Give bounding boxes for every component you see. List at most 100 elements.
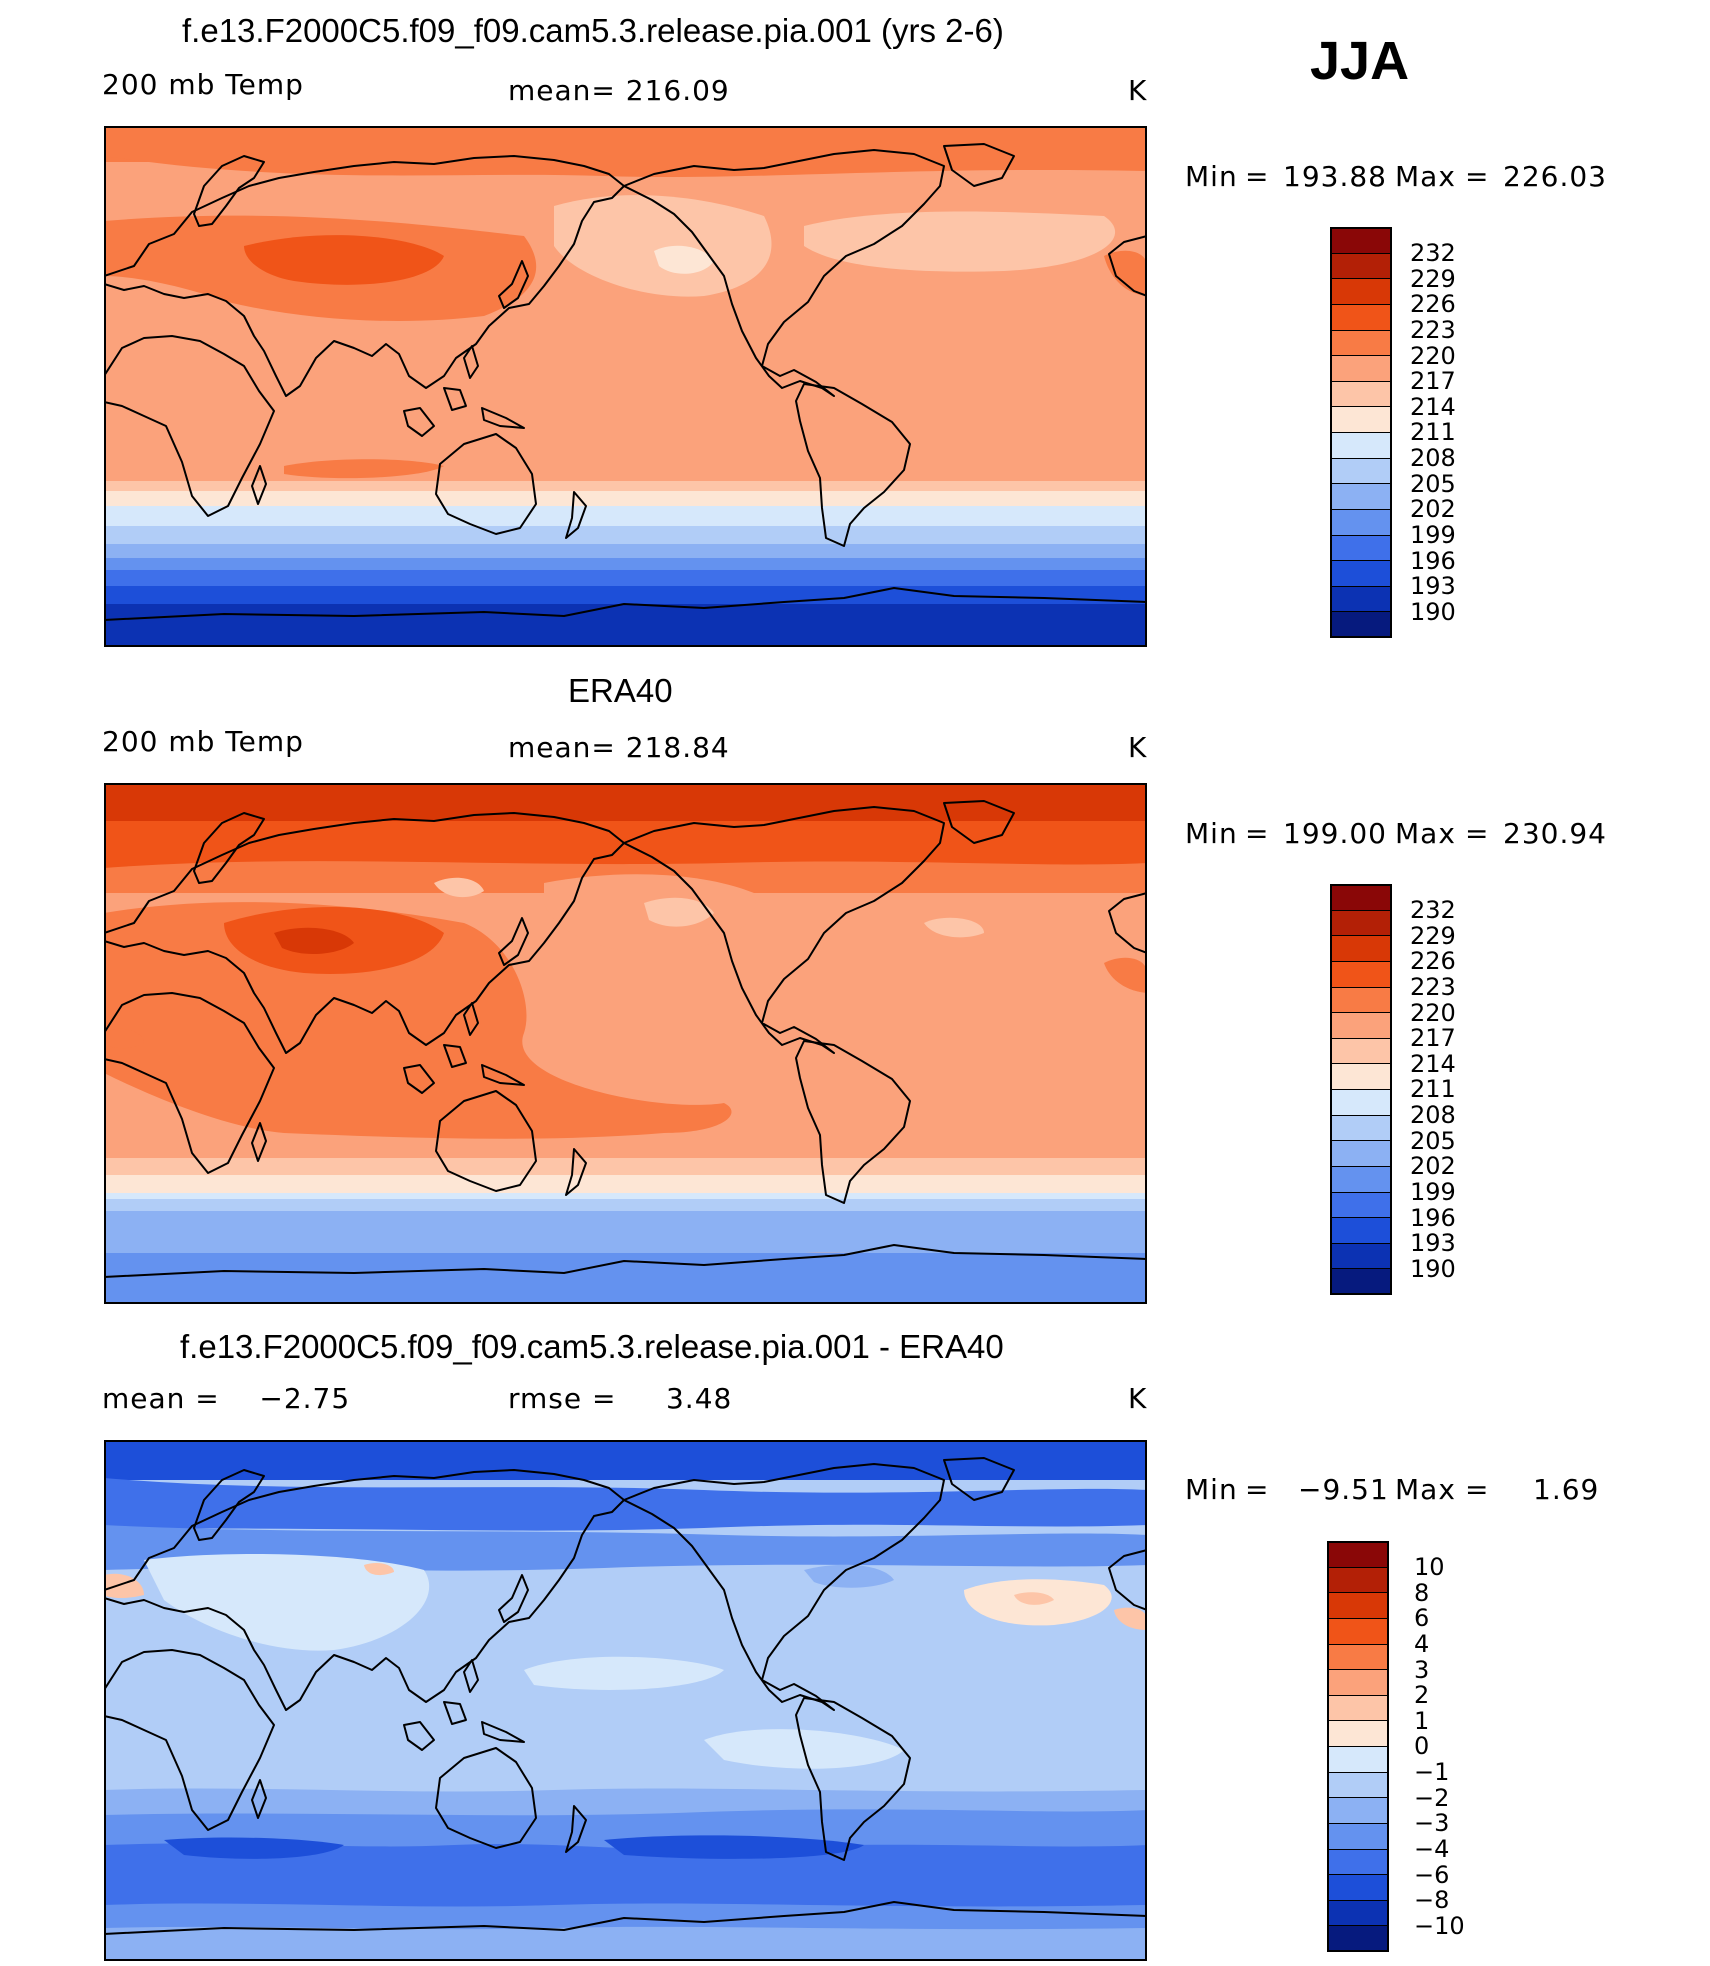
- colorbar-tick-label: 226: [1410, 290, 1456, 319]
- panel-1-max-eq: =: [1465, 160, 1490, 193]
- colorbar-swatch: [1330, 1242, 1392, 1269]
- colorbar-tick-label: 193: [1410, 1229, 1456, 1258]
- colorbar-tick-label: 226: [1410, 947, 1456, 976]
- colorbar-swatch: [1330, 278, 1392, 305]
- panel-3-units: K: [1128, 1382, 1148, 1415]
- colorbar-swatch: [1330, 884, 1392, 911]
- colorbar-swatch: [1330, 329, 1392, 356]
- colorbar-tick-label: 4: [1414, 1629, 1430, 1658]
- colorbar-swatch: [1330, 909, 1392, 936]
- colorbar-swatch: [1330, 1268, 1392, 1295]
- colorbar-tick-label: 214: [1410, 1049, 1456, 1078]
- colorbar-tick-label: 190: [1410, 597, 1456, 626]
- colorbar-tick-label: 214: [1410, 392, 1456, 421]
- panel-1-mean-label: mean= 216.09: [508, 74, 730, 107]
- colorbar-swatch: [1330, 355, 1392, 382]
- colorbar-tick-label: 205: [1410, 1126, 1456, 1155]
- panel-3-max-value: 1.69: [1533, 1473, 1600, 1506]
- panel-2-max-value: 230.94: [1503, 817, 1607, 850]
- colorbar-tick-label: 223: [1410, 972, 1456, 1001]
- colorbar-tick-label: 1: [1414, 1706, 1430, 1735]
- panel-2-max-label: Max: [1395, 817, 1456, 850]
- colorbar-tick-label: 208: [1410, 444, 1456, 472]
- panel-3-min-label: Min: [1185, 1473, 1238, 1506]
- colorbar-tick-label: −2: [1414, 1783, 1450, 1812]
- panel-2-min-eq: =: [1245, 817, 1270, 850]
- colorbar-tick-label: −6: [1414, 1860, 1450, 1889]
- panel-3-colorbar: [1327, 1541, 1389, 1952]
- colorbar-swatch: [1327, 1899, 1389, 1926]
- panel-1-map-svg: [103, 126, 1148, 647]
- colorbar-swatch: [1327, 1669, 1389, 1696]
- colorbar-swatch: [1327, 1566, 1389, 1593]
- colorbar-swatch: [1327, 1720, 1389, 1747]
- colorbar-tick-label: 205: [1410, 469, 1456, 498]
- colorbar-swatch: [1327, 1925, 1389, 1952]
- panel-2-units: K: [1128, 731, 1148, 764]
- panel-2-min-value: 199.00: [1283, 817, 1387, 850]
- panel-3-min-eq: =: [1245, 1473, 1270, 1506]
- colorbar-tick-label: −8: [1414, 1886, 1450, 1915]
- colorbar-swatch: [1330, 935, 1392, 962]
- colorbar-swatch: [1330, 560, 1392, 587]
- panel-3-rmse-label: rmse = 3.48: [508, 1382, 733, 1415]
- colorbar-swatch: [1330, 611, 1392, 638]
- colorbar-swatch: [1330, 457, 1392, 484]
- panel-3-max-eq: =: [1465, 1473, 1490, 1506]
- colorbar-swatch: [1330, 380, 1392, 407]
- panel-1-min-label: Min: [1185, 160, 1238, 193]
- panel-2-map-svg: [103, 783, 1148, 1304]
- colorbar-tick-label: 190: [1410, 1254, 1456, 1283]
- panel-2-title: ERA40: [568, 672, 673, 709]
- colorbar-tick-label: 223: [1410, 315, 1456, 344]
- colorbar-swatch: [1330, 1114, 1392, 1141]
- colorbar-tick-label: −1: [1414, 1758, 1450, 1786]
- colorbar-swatch: [1330, 1217, 1392, 1244]
- panel-2-max-eq: =: [1465, 817, 1490, 850]
- colorbar-swatch: [1327, 1797, 1389, 1824]
- colorbar-swatch: [1330, 227, 1392, 254]
- colorbar-tick-label: −10: [1414, 1911, 1465, 1940]
- panel-3-max-label: Max: [1395, 1473, 1456, 1506]
- colorbar-swatch: [1330, 1037, 1392, 1064]
- colorbar-swatch: [1330, 1165, 1392, 1192]
- panel-1-colorbar: [1330, 227, 1392, 638]
- colorbar-swatch: [1327, 1822, 1389, 1849]
- panel-3-mean-label: mean = −2.75: [102, 1382, 351, 1415]
- panel-2-field-label: 200 mb Temp: [102, 725, 304, 758]
- colorbar-swatch: [1327, 1694, 1389, 1721]
- colorbar-swatch: [1330, 483, 1392, 510]
- colorbar-tick-label: 220: [1410, 998, 1456, 1027]
- colorbar-swatch: [1330, 1191, 1392, 1218]
- colorbar-tick-label: 229: [1410, 264, 1456, 293]
- colorbar-swatch: [1330, 1089, 1392, 1116]
- colorbar-swatch: [1327, 1617, 1389, 1644]
- colorbar-tick-label: 229: [1410, 921, 1456, 950]
- panel-1-max-label: Max: [1395, 160, 1456, 193]
- colorbar-tick-label: 2: [1414, 1681, 1430, 1710]
- colorbar-tick-label: 8: [1414, 1578, 1430, 1607]
- colorbar-tick-label: 199: [1410, 520, 1456, 549]
- colorbar-tick-label: −4: [1414, 1834, 1450, 1863]
- colorbar-tick-label: 232: [1410, 896, 1456, 924]
- colorbar-swatch: [1327, 1541, 1389, 1568]
- panel-1-max-value: 226.03: [1503, 160, 1607, 193]
- colorbar-tick-label: −3: [1414, 1809, 1450, 1838]
- panel-3-map: [103, 1440, 1148, 1961]
- colorbar-tick-label: 0: [1414, 1732, 1430, 1761]
- colorbar-swatch: [1327, 1848, 1389, 1875]
- colorbar-tick-label: 202: [1410, 1152, 1456, 1181]
- panel-1-min-eq: =: [1245, 160, 1270, 193]
- colorbar-tick-label: 10: [1414, 1553, 1445, 1581]
- colorbar-tick-label: 211: [1410, 1075, 1456, 1104]
- colorbar-swatch: [1327, 1771, 1389, 1798]
- colorbar-swatch: [1327, 1874, 1389, 1901]
- colorbar-swatch: [1330, 508, 1392, 535]
- panel-3-map-svg: [103, 1440, 1148, 1961]
- colorbar-swatch: [1330, 432, 1392, 459]
- colorbar-tick-label: 217: [1410, 367, 1456, 396]
- colorbar-swatch: [1330, 1140, 1392, 1167]
- colorbar-swatch: [1330, 534, 1392, 561]
- colorbar-tick-label: 232: [1410, 239, 1456, 267]
- panel-2-map: [103, 783, 1148, 1304]
